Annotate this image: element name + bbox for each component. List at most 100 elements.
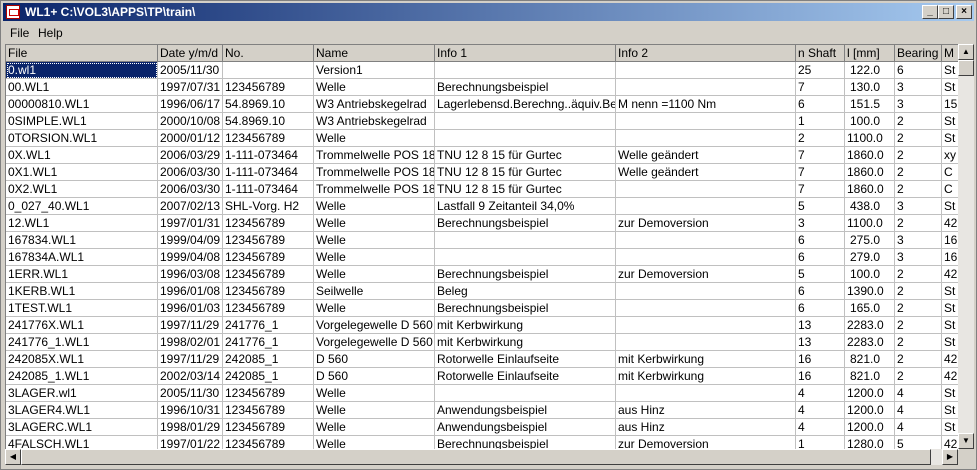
table-cell: 1 bbox=[796, 436, 845, 450]
table-cell: 2005/11/30 bbox=[158, 62, 223, 79]
table-cell: D 560 bbox=[314, 351, 435, 368]
table-cell bbox=[616, 198, 796, 215]
table-cell: 4 bbox=[895, 402, 942, 419]
table-cell: 167834.WL1 bbox=[6, 232, 158, 249]
table-row[interactable]: 3LAGER.wl1 2005/11/30 123456789 Welle 4 1200.… bbox=[6, 385, 959, 402]
minimize-button[interactable]: _ bbox=[922, 5, 938, 19]
table-cell: 42 bbox=[942, 368, 959, 385]
table-row[interactable]: 167834A.WL1 1999/04/08 123456789 Welle 6 279.… bbox=[6, 249, 959, 266]
table-cell: 123456789 bbox=[223, 402, 314, 419]
table-cell: 279.0 bbox=[845, 249, 895, 266]
menu-help[interactable]: Help bbox=[38, 26, 63, 40]
table-cell: 2 bbox=[895, 317, 942, 334]
table-cell: St bbox=[942, 198, 959, 215]
table-cell: 1997/11/29 bbox=[158, 351, 223, 368]
column-header[interactable]: n Shaft bbox=[796, 45, 845, 62]
column-header[interactable]: Info 1 bbox=[435, 45, 616, 62]
column-header[interactable]: M bbox=[942, 45, 959, 62]
scroll-thumb[interactable] bbox=[21, 449, 931, 465]
maximize-button[interactable]: □ bbox=[938, 5, 954, 19]
table-cell: 3 bbox=[895, 249, 942, 266]
table-cell: 123456789 bbox=[223, 385, 314, 402]
close-button[interactable]: × bbox=[956, 5, 972, 19]
table-row[interactable]: 242085X.WL1 1997/11/29 242085_1 D 560 Rotorw… bbox=[6, 351, 959, 368]
scroll-up[interactable]: ▲ bbox=[958, 44, 974, 60]
table-row[interactable]: 3LAGERC.WL1 1998/01/29 123456789 Welle Anwen… bbox=[6, 419, 959, 436]
table-row[interactable]: 00.WL1 1997/07/31 123456789 Welle Berechnung… bbox=[6, 79, 959, 96]
table-cell bbox=[435, 249, 616, 266]
vertical-scrollbar[interactable]: ▲ ▼ bbox=[958, 44, 974, 449]
table-cell: 13 bbox=[796, 317, 845, 334]
table-cell: 2 bbox=[895, 113, 942, 130]
table-cell: St bbox=[942, 385, 959, 402]
menu-file[interactable]: File bbox=[10, 26, 30, 40]
table-cell: mit Kerbwirkung bbox=[435, 334, 616, 351]
table-row[interactable]: 0TORSION.WL1 2000/01/12 123456789 Welle 2 110… bbox=[6, 130, 959, 147]
table-row[interactable]: 0_027_40.WL1 2007/02/13 SHL-Vorg. H2 Welle L… bbox=[6, 198, 959, 215]
table-cell bbox=[616, 232, 796, 249]
column-header[interactable]: Name bbox=[314, 45, 435, 62]
table-cell: 1200.0 bbox=[845, 385, 895, 402]
table-cell: 6 bbox=[796, 96, 845, 113]
table-cell: 3 bbox=[895, 79, 942, 96]
table-cell: 00000810.WL1 bbox=[6, 96, 158, 113]
table-row[interactable]: 0X1.WL1 2006/03/30 1-111-073464 Trommelwell… bbox=[6, 164, 959, 181]
column-header[interactable]: File bbox=[6, 45, 158, 62]
scroll-left[interactable]: ◀ bbox=[5, 449, 21, 465]
table-cell: 6 bbox=[895, 62, 942, 79]
table-cell: 1997/01/31 bbox=[158, 215, 223, 232]
column-header[interactable]: l [mm] bbox=[845, 45, 895, 62]
scroll-thumb[interactable] bbox=[958, 60, 974, 76]
table-cell: Welle bbox=[314, 215, 435, 232]
table-cell: 5 bbox=[895, 436, 942, 450]
table-cell: 1100.0 bbox=[845, 130, 895, 147]
table-row[interactable]: 1ERR.WL1 1996/03/08 123456789 Welle Berechnu… bbox=[6, 266, 959, 283]
table-cell: 1TEST.WL1 bbox=[6, 300, 158, 317]
scroll-down[interactable]: ▼ bbox=[958, 433, 974, 449]
table-cell: 241776_1.WL1 bbox=[6, 334, 158, 351]
table-row[interactable]: 12.WL1 1997/01/31 123456789 Welle Berechnung… bbox=[6, 215, 959, 232]
table-cell: 2006/03/30 bbox=[158, 164, 223, 181]
column-header[interactable]: No. bbox=[223, 45, 314, 62]
table-row[interactable]: 0X.WL1 2006/03/29 1-111-073464 Trommelwelle… bbox=[6, 147, 959, 164]
table-row[interactable]: 167834.WL1 1999/04/09 123456789 Welle 6 275.0… bbox=[6, 232, 959, 249]
table-row[interactable]: 0.wl1 2005/11/30 Version1 25 122.0 6 St bbox=[6, 62, 959, 79]
table-cell bbox=[435, 62, 616, 79]
table-cell: 2 bbox=[895, 215, 942, 232]
table-cell: 123456789 bbox=[223, 266, 314, 283]
table-row[interactable]: 241776_1.WL1 1998/02/01 241776_1 Vorgelegew… bbox=[6, 334, 959, 351]
table-row[interactable]: 3LAGER4.WL1 1996/10/31 123456789 Welle Anwen… bbox=[6, 402, 959, 419]
table-cell: Seilwelle bbox=[314, 283, 435, 300]
table-cell: 821.0 bbox=[845, 368, 895, 385]
app-icon bbox=[6, 5, 20, 19]
table-cell: Vorgelegewelle D 560 bbox=[314, 317, 435, 334]
table-row[interactable]: 241776X.WL1 1997/11/29 241776_1 Vorgelegewe… bbox=[6, 317, 959, 334]
table-cell: 3 bbox=[895, 232, 942, 249]
table-cell: 1996/06/17 bbox=[158, 96, 223, 113]
horizontal-scrollbar[interactable]: ◀ ▶ bbox=[5, 449, 958, 465]
column-header[interactable]: Date y/m/d bbox=[158, 45, 223, 62]
table-row[interactable]: 1KERB.WL1 1996/01/08 123456789 Seilwelle Bel… bbox=[6, 283, 959, 300]
table-row[interactable]: 0X2.WL1 2006/03/30 1-111-073464 Trommelwell… bbox=[6, 181, 959, 198]
table-cell: 54.8969.10 bbox=[223, 96, 314, 113]
table-cell: 2283.0 bbox=[845, 317, 895, 334]
column-header[interactable]: Info 2 bbox=[616, 45, 796, 62]
table-cell: Welle bbox=[314, 198, 435, 215]
table-cell: Berechnungsbeispiel bbox=[435, 79, 616, 96]
table-row[interactable]: 4FALSCH.WL1 1997/01/22 123456789 Welle Berec… bbox=[6, 436, 959, 450]
table-cell: 1-111-073464 bbox=[223, 147, 314, 164]
table-cell: Lastfall 9 Zeitanteil 34,0% bbox=[435, 198, 616, 215]
table-cell: 2 bbox=[895, 283, 942, 300]
table-row[interactable]: 242085_1.WL1 2002/03/14 242085_1 D 560 Rotor… bbox=[6, 368, 959, 385]
table-cell: 1100.0 bbox=[845, 215, 895, 232]
table-row[interactable]: 00000810.WL1 1996/06/17 54.8969.10 W3 Antri… bbox=[6, 96, 959, 113]
table-row[interactable]: 1TEST.WL1 1996/01/03 123456789 Welle Berechn… bbox=[6, 300, 959, 317]
scroll-right[interactable]: ▶ bbox=[942, 449, 958, 465]
table-cell bbox=[616, 300, 796, 317]
table-row[interactable]: 0SIMPLE.WL1 2000/10/08 54.8969.10 W3 Antrie… bbox=[6, 113, 959, 130]
column-header[interactable]: Bearing bbox=[895, 45, 942, 62]
table-cell: Beleg bbox=[435, 283, 616, 300]
table-cell: aus Hinz bbox=[616, 419, 796, 436]
table-cell: Welle geändert bbox=[616, 164, 796, 181]
